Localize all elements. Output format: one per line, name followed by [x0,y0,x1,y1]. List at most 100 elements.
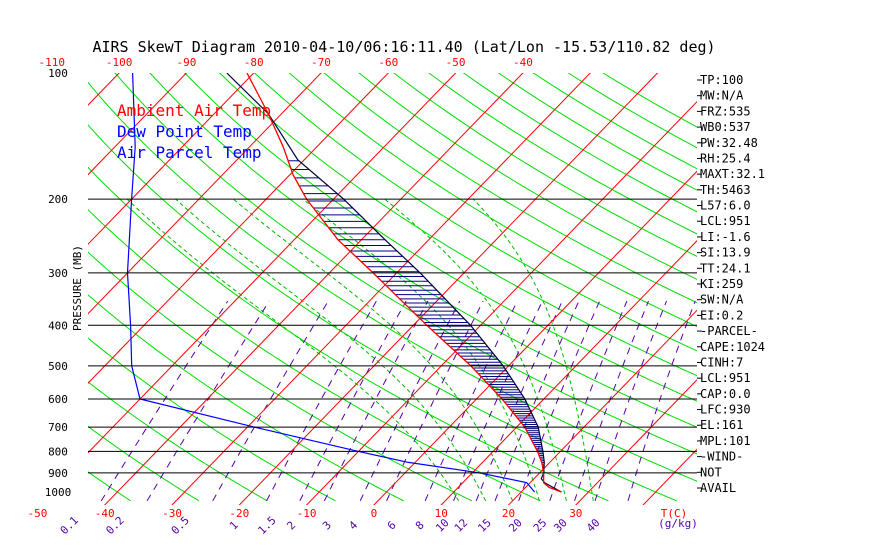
top-temperature-tick-label: -80 [244,56,264,69]
isotherm-line [88,73,389,384]
index-label: LI:-1.6 [700,230,751,244]
index-label: MPL:101 [700,434,751,448]
mixing-ratio-line [146,300,270,502]
dry-adiabat-line [88,337,336,502]
isotherm-line [88,73,322,315]
index-label: TP:100 [700,73,743,87]
pressure-tick-label: 800 [48,445,68,458]
isotherm-line [373,170,697,505]
isotherm-line [642,448,697,505]
pressure-tick-label: 900 [48,467,68,480]
isotherm-line [305,100,697,505]
index-label: LCL:951 [700,371,751,385]
bottom-temperature-ticks: -50 -40 -30 -20 -10 0 10 20 30 [27,507,582,520]
chart-title: AIRS SkewT Diagram 2010-04-10/06:16:11.4… [92,38,715,56]
index-label: KI:259 [700,277,743,291]
index-label: TH:5463 [700,183,751,197]
bottom-temperature-tick-label: -10 [297,507,317,520]
bottom-temperature-tick-label: 20 [502,507,515,520]
index-label: FRZ:535 [700,104,751,118]
mixing-ratio-line [494,300,580,502]
isotherm-line [88,73,255,245]
pressure-tick-label: 700 [48,421,68,434]
index-label: SW:N/A [700,293,744,307]
dry-adiabat-line [358,73,697,280]
mixing-ratio-tick-label: 40 [584,516,603,535]
isotherms [0,54,697,510]
index-label: -WIND- [700,450,743,464]
dry-adiabat-line [88,471,131,502]
dry-adiabat-line [462,73,697,213]
index-label: CINH:7 [700,355,743,369]
index-label: MAXT:32.1 [700,167,765,181]
mixing-ratio-tick-label: 1.5 [255,514,278,537]
top-temperature-ticks: -120-110-100-90-80-70-60-50-40 [39,56,533,69]
index-label: WB0:537 [700,120,751,134]
dry-adiabat-line [184,73,697,402]
mixing-ratio-tick-label: 15 [475,516,494,535]
index-label: PW:32.48 [700,136,758,150]
moist-adiabat-line [126,198,460,502]
pressure-tick-label: 400 [48,319,68,332]
top-temperature-tick-label: -50 [446,56,466,69]
dry-adiabat-line [88,381,268,502]
dry-adiabat-line [323,73,697,304]
index-label: -PARCEL- [700,324,758,338]
top-temperature-tick-label: -40 [513,56,533,69]
index-label: CAPE:1024 [700,340,765,354]
mixing-ratio-tick-label: 1 [227,519,241,533]
index-label: EI:0.2 [700,308,743,322]
mixing-ratio-tick-label: 25 [531,516,550,535]
index-label: AVAIL [700,481,736,495]
top-temperature-tick-label: -110 [39,56,66,69]
legend-entry: Ambient Air Temp [117,101,271,120]
pressure-tick-label: 300 [48,267,68,280]
top-temperature-tick-label: -90 [176,56,196,69]
cape-hatch [288,160,545,473]
legend: Ambient Air Temp Dew Point Temp Air Parcel… [117,101,271,162]
mixing-ratio-line [100,300,229,502]
top-temperature-tick-label: -70 [311,56,331,69]
isotherm-line [507,309,697,505]
mixing-ratio-tick-label: 4 [346,518,360,532]
isotherm-line [0,54,3,510]
dry-adiabat-line [218,73,697,377]
moist-adiabat-line [233,198,513,502]
dry-adiabat-line [88,208,541,502]
dry-adiabat-line [88,294,404,502]
index-label: L57:6.0 [700,199,751,213]
index-label: TT:24.1 [700,261,751,275]
mixing-ratio-line [299,300,407,502]
pressure-tick-label: 1000 [45,486,72,499]
dry-adiabat-line [88,124,677,502]
parcel-temperature-line [226,73,562,493]
mixing-ratio-ticks: 0.1 0.2 0.5 1 1.5 2 3 4 6 8 10 12 15 20 25 30 40 [58,514,603,537]
mixing-ratio-tick-label: 6 [385,519,399,533]
isotherm-line [88,73,457,454]
dry-adiabat-line [88,166,609,502]
index-label: RH:25.4 [700,151,751,165]
bottom-temperature-tick-label: -40 [95,507,115,520]
bottom-temperature-tick-label: 30 [569,507,582,520]
pressure-tick-labels: 100 200 300 400 500 600 700 800 900 1000 [45,67,72,499]
bottom-temperature-tick-label: -20 [229,507,249,520]
dry-adiabat-line [288,73,697,328]
mixing-ratio-lines [100,300,696,502]
dry-adiabat-line [253,73,697,352]
mixing-ratio-tick-label: 0.1 [58,514,81,537]
bottom-temperature-tick-label: -30 [162,507,182,520]
isotherm-line [104,73,524,505]
mixing-ratio-unit-label: (g/kg) [658,517,698,530]
pressure-tick-label: 600 [48,393,68,406]
isobars [88,198,697,474]
bottom-temperature-tick-label: -50 [27,507,47,520]
top-temperature-tick-label: -60 [378,56,398,69]
dry-adiabat-line [149,73,697,428]
mixing-ratio-line [266,300,377,502]
isotherm-line [238,73,659,505]
mixing-ratio-tick-label: 2 [284,519,298,533]
index-label: NOT [700,465,722,479]
dry-adiabat-line [88,251,473,502]
